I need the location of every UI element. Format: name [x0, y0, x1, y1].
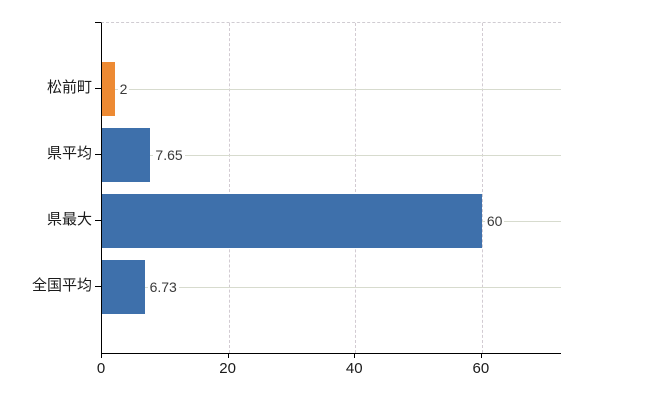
bar	[102, 260, 145, 314]
bar-value-label: 6.73	[147, 279, 179, 295]
x-axis-tick	[480, 353, 482, 358]
bar-value-label: 60	[484, 213, 505, 229]
x-axis-tick	[354, 353, 356, 358]
bar	[102, 194, 482, 248]
gridline-vertical	[228, 23, 230, 353]
gridline-horizontal	[102, 89, 561, 90]
x-axis-tick-label: 40	[345, 360, 363, 377]
y-axis-top-tick	[95, 22, 101, 23]
bar	[102, 62, 115, 116]
bar-value-label: 2	[117, 81, 130, 97]
y-axis-category-label: 県平均	[46, 145, 92, 162]
x-axis-tick-label: 20	[219, 360, 236, 377]
gridline-vertical	[355, 23, 357, 353]
x-axis-tick	[101, 353, 102, 358]
gridline-horizontal	[102, 155, 561, 156]
x-axis-tick-label: 60	[472, 360, 490, 377]
y-axis-tick	[95, 154, 101, 155]
y-axis-tick	[95, 88, 101, 89]
x-axis-tick	[227, 353, 229, 358]
bar	[102, 128, 151, 182]
bar-value-label: 7.65	[153, 147, 185, 163]
y-axis-tick	[95, 220, 101, 221]
x-axis-tick-label: 0	[96, 360, 106, 377]
gridline-horizontal	[102, 287, 561, 288]
y-axis-category-label: 全国平均	[31, 277, 92, 294]
gridline-vertical	[481, 23, 483, 353]
plot-area: 2 7.65 60 6.73	[101, 22, 561, 354]
y-axis-category-label: 松前町	[46, 79, 92, 96]
y-axis-tick	[95, 286, 101, 287]
y-axis-category-label: 県最大	[46, 211, 92, 228]
